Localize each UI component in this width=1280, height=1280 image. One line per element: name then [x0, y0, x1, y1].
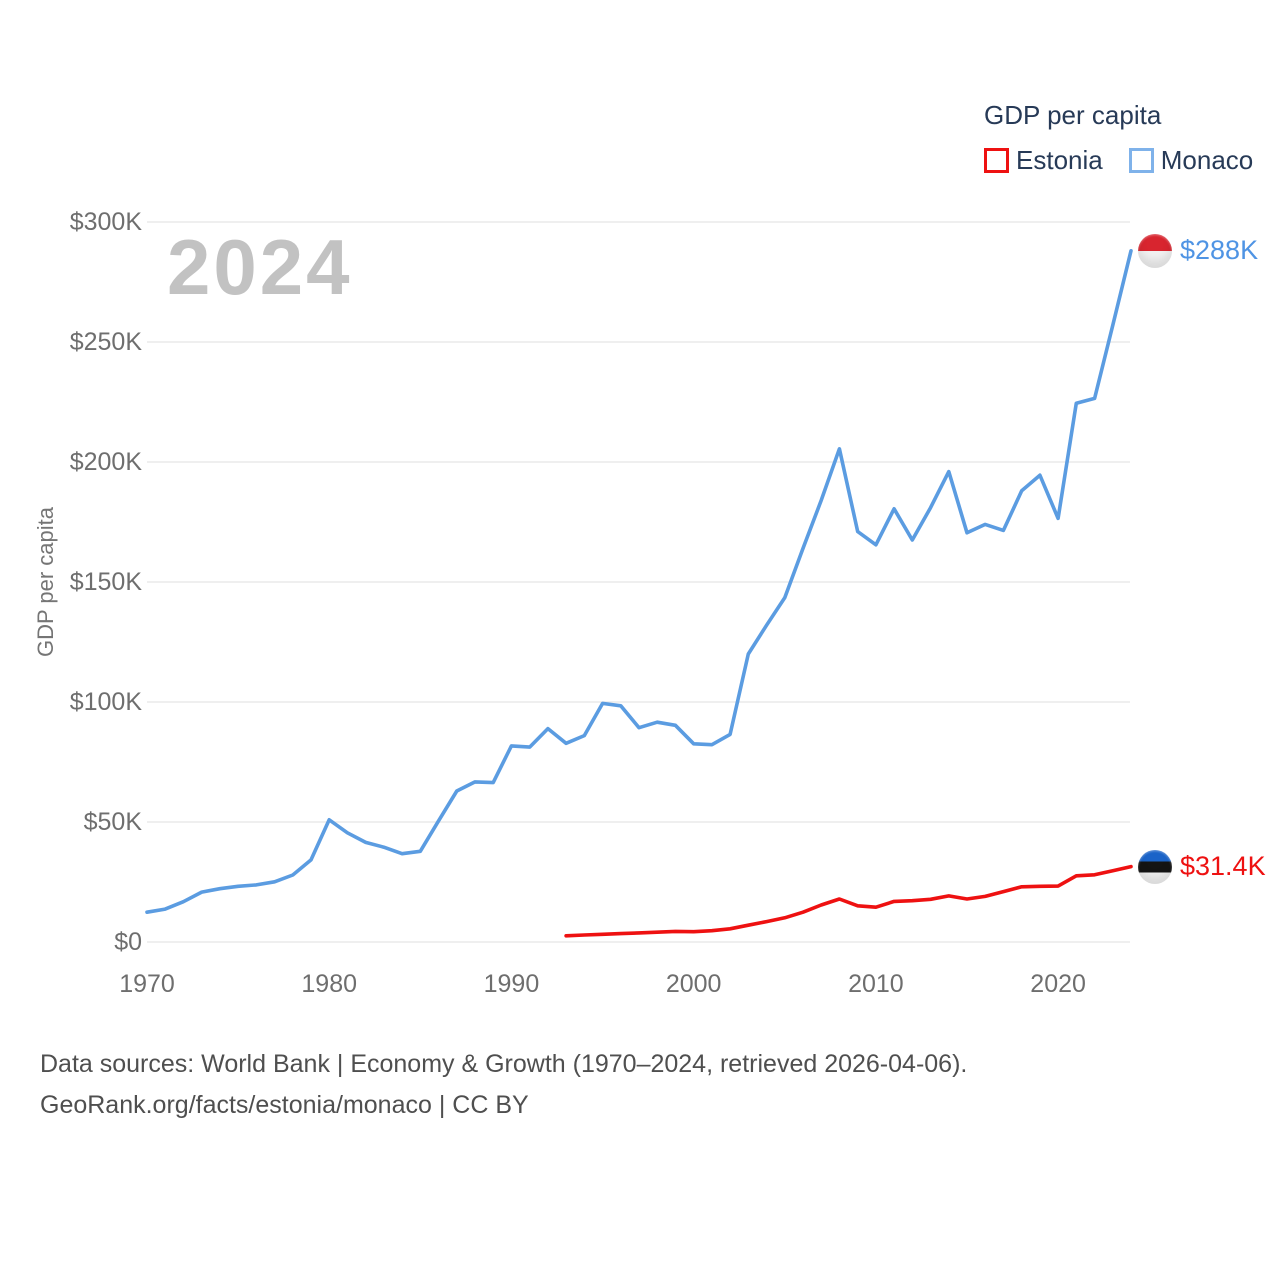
footer-sources: Data sources: World Bank | Economy & Gro… [40, 1050, 968, 1078]
legend: GDP per capita Estonia Monaco [984, 100, 1253, 176]
legend-title: GDP per capita [984, 100, 1162, 130]
x-tick-label: 2000 [665, 970, 722, 998]
y-tick-label: $50K [83, 808, 142, 836]
legend-item-label: Monaco [1160, 145, 1254, 175]
year-watermark: 2024 [167, 223, 353, 311]
x-tick-label: 1970 [119, 970, 175, 998]
x-tick-label: 2010 [848, 970, 904, 998]
footer-attribution: GeoRank.org/facts/estonia/monaco | CC BY [40, 1091, 529, 1119]
y-tick-label: $250K [69, 328, 142, 356]
footer: Data sources: World Bank | Economy & Gro… [40, 1044, 967, 1126]
legend-swatch-icon [984, 148, 1009, 173]
estonia-flag-icon [1138, 849, 1172, 884]
y-tick-label: $0 [114, 928, 142, 956]
legend-items: Estonia Monaco [984, 145, 1253, 176]
legend-item-estonia[interactable]: Estonia [984, 145, 1103, 176]
x-tick-label: 2020 [1030, 970, 1086, 998]
series-line-estonia [564, 864, 1133, 938]
monaco-flag-icon [1138, 233, 1172, 268]
series-line-monaco [145, 249, 1133, 915]
estonia-end-label: $31.4K [1138, 849, 1266, 884]
y-tick-label: $100K [69, 688, 142, 716]
y-tick-label: $300K [69, 208, 142, 236]
monaco-end-label: $288K [1138, 233, 1259, 268]
estonia-end-value: $31.4K [1180, 851, 1266, 882]
y-tick-label: $200K [69, 448, 142, 476]
y-tick-label: $150K [69, 568, 142, 596]
legend-item-monaco[interactable]: Monaco [1128, 145, 1254, 176]
legend-swatch-icon [1128, 148, 1154, 173]
x-tick-label: 1990 [483, 970, 540, 998]
legend-item-label: Estonia [1016, 145, 1103, 175]
monaco-end-value: $288K [1180, 235, 1259, 266]
x-tick-label: 1980 [301, 970, 358, 998]
